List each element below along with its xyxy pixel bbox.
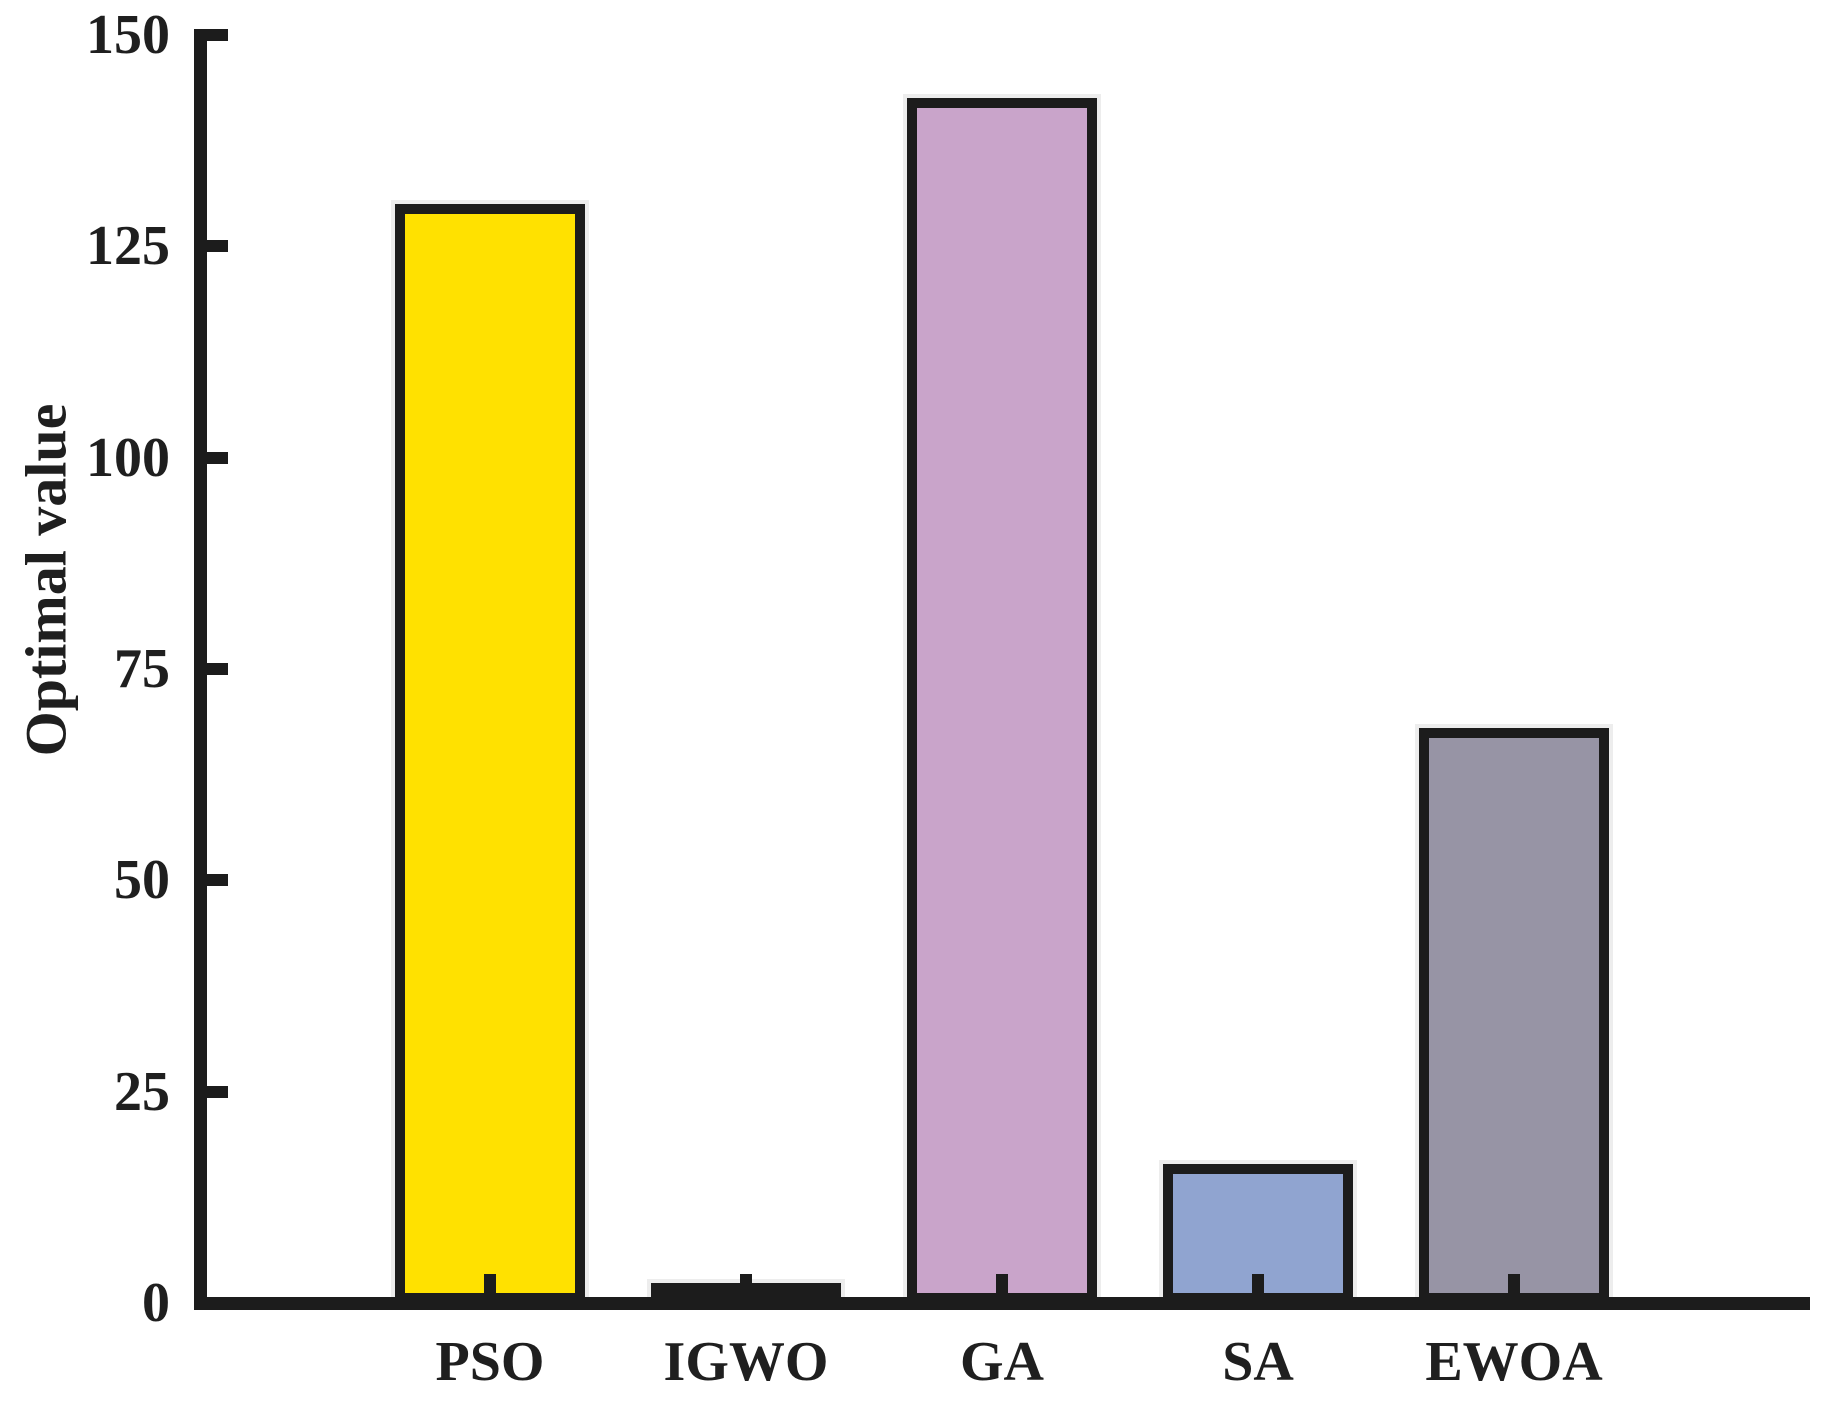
bar-ga <box>903 94 1101 1307</box>
y-tick-label: 25 <box>114 1061 170 1123</box>
x-axis-tick <box>1508 1274 1520 1297</box>
x-axis-tick <box>996 1274 1008 1297</box>
bar-pso <box>391 200 589 1307</box>
y-axis-tick <box>205 663 228 675</box>
y-tick-label: 0 <box>142 1272 170 1334</box>
y-axis-tick <box>205 1086 228 1098</box>
x-tick-label-pso: PSO <box>435 1331 545 1393</box>
y-axis-tick <box>205 452 228 464</box>
y-axis-tick <box>205 29 228 41</box>
y-tick-label: 150 <box>86 4 170 66</box>
y-tick-label: 125 <box>86 215 170 277</box>
x-axis-line <box>194 1297 1810 1310</box>
y-axis-tick <box>205 874 228 886</box>
x-tick-label-igwo: IGWO <box>663 1331 829 1393</box>
x-axis-tick <box>484 1274 496 1297</box>
y-axis-line <box>194 29 207 1310</box>
x-axis-tick <box>740 1274 752 1297</box>
y-tick-label: 75 <box>114 638 170 700</box>
x-tick-label-ga: GA <box>960 1331 1044 1393</box>
x-tick-label-sa: SA <box>1222 1331 1294 1393</box>
y-tick-label: 100 <box>86 427 170 489</box>
y-tick-label: 50 <box>114 849 170 911</box>
y-axis-tick <box>205 240 228 252</box>
x-axis-tick <box>1252 1274 1264 1297</box>
x-tick-label-ewoa: EWOA <box>1425 1331 1603 1393</box>
bar-ewoa <box>1415 724 1613 1307</box>
